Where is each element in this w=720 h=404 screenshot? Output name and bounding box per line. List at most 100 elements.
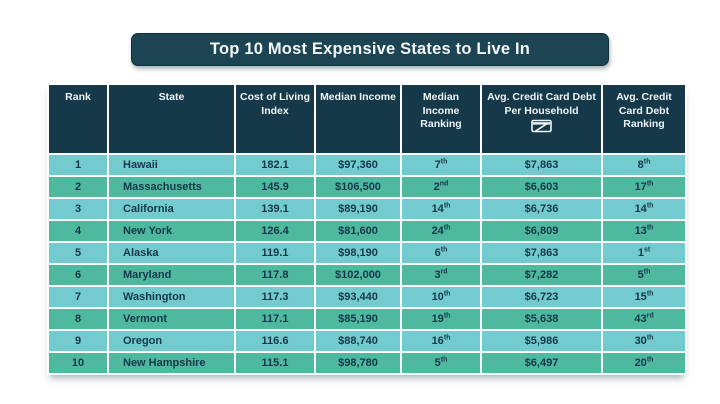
- cell-rank: 8: [49, 309, 107, 329]
- cell-cost_of_living_index: 182.1: [236, 155, 314, 175]
- column-header-rank: Rank: [49, 85, 107, 153]
- cell-rank: 1: [49, 155, 107, 175]
- cell-median_income_ranking: 3rd: [402, 265, 480, 285]
- cell-state: Oregon: [109, 331, 234, 351]
- cell-median_income: $81,600: [316, 221, 400, 241]
- cell-avg_cc_debt_ranking: 20th: [603, 353, 685, 373]
- table-row: 8 Vermont 117.1 $85,190 19th $5,638 43rd: [49, 309, 685, 329]
- cell-state: Maryland: [109, 265, 234, 285]
- ordinal-suffix: th: [646, 180, 654, 188]
- ordinal-suffix: th: [443, 202, 451, 210]
- ordinal-suffix: th: [646, 290, 654, 298]
- ordinal-suffix: th: [643, 268, 651, 276]
- cell-rank: 10: [49, 353, 107, 373]
- cell-median_income_ranking: 24th: [402, 221, 480, 241]
- cell-state: California: [109, 199, 234, 219]
- table-row: 2 Massachusetts 145.9 $106,500 2nd $6,603 17th: [49, 177, 685, 197]
- cell-median_income_ranking: 2nd: [402, 177, 480, 197]
- cell-avg_cc_debt_ranking: 30th: [603, 331, 685, 351]
- cell-median_income_ranking: 7th: [402, 155, 480, 175]
- ordinal-suffix: th: [643, 158, 651, 166]
- cell-median_income_ranking: 6th: [402, 243, 480, 263]
- column-header-label: Rank: [65, 91, 91, 103]
- column-header-median_income_ranking: Median Income Ranking: [402, 85, 480, 153]
- column-header-label: Cost of Living Index: [240, 91, 310, 117]
- cell-avg_cc_debt: $7,282: [482, 265, 601, 285]
- table-container: Rank State Cost of Living Index Median Inco…: [47, 83, 687, 375]
- header-row: Rank State Cost of Living Index Median Inco…: [49, 85, 685, 153]
- cell-avg_cc_debt_ranking: 14th: [603, 199, 685, 219]
- column-header-label: State: [158, 91, 185, 103]
- ordinal-suffix: th: [443, 334, 451, 342]
- cell-median_income: $97,360: [316, 155, 400, 175]
- ordinal-suffix: nd: [439, 180, 449, 188]
- ordinal-suffix: th: [440, 158, 448, 166]
- cell-avg_cc_debt: $6,736: [482, 199, 601, 219]
- cell-rank: 5: [49, 243, 107, 263]
- cell-median_income: $98,190: [316, 243, 400, 263]
- column-header-median_income: Median Income: [316, 85, 400, 153]
- ordinal-suffix: th: [646, 224, 654, 232]
- ordinal-suffix: rd: [646, 312, 654, 320]
- ordinal-suffix: th: [443, 224, 451, 232]
- cell-avg_cc_debt_ranking: 15th: [603, 287, 685, 307]
- cell-avg_cc_debt: $6,497: [482, 353, 601, 373]
- cell-state: New York: [109, 221, 234, 241]
- cell-cost_of_living_index: 117.3: [236, 287, 314, 307]
- table-row: 5 Alaska 119.1 $98,190 6th $7,863 1st: [49, 243, 685, 263]
- cell-median_income: $98,780: [316, 353, 400, 373]
- cell-cost_of_living_index: 116.6: [236, 331, 314, 351]
- cell-cost_of_living_index: 117.1: [236, 309, 314, 329]
- page-title: Top 10 Most Expensive States to Live In: [209, 40, 531, 58]
- cell-avg_cc_debt_ranking: 1st: [603, 243, 685, 263]
- cell-cost_of_living_index: 145.9: [236, 177, 314, 197]
- table-row: 3 California 139.1 $89,190 14th $6,736 14th: [49, 199, 685, 219]
- column-header-label: Median Income Ranking: [420, 91, 462, 131]
- cell-rank: 2: [49, 177, 107, 197]
- cell-avg_cc_debt: $6,603: [482, 177, 601, 197]
- table-row: 9 Oregon 116.6 $88,740 16th $5,986 30th: [49, 331, 685, 351]
- cell-state: Alaska: [109, 243, 234, 263]
- cell-rank: 7: [49, 287, 107, 307]
- table-row: 10 New Hampshire 115.1 $98,780 5th $6,497 20th: [49, 353, 685, 373]
- cell-cost_of_living_index: 126.4: [236, 221, 314, 241]
- cell-avg_cc_debt: $6,723: [482, 287, 601, 307]
- column-header-label: Avg. Credit Card Debt Ranking: [616, 91, 672, 131]
- cell-avg_cc_debt_ranking: 17th: [603, 177, 685, 197]
- credit-card-icon: [531, 119, 552, 133]
- cell-cost_of_living_index: 139.1: [236, 199, 314, 219]
- ordinal-suffix: th: [443, 312, 451, 320]
- cell-state: Hawaii: [109, 155, 234, 175]
- table-row: 1 Hawaii 182.1 $97,360 7th $7,863 8th: [49, 155, 685, 175]
- expensive-states-table: Rank State Cost of Living Index Median Inco…: [47, 83, 687, 375]
- cell-rank: 4: [49, 221, 107, 241]
- cell-avg_cc_debt_ranking: 5th: [603, 265, 685, 285]
- cell-median_income_ranking: 16th: [402, 331, 480, 351]
- ordinal-suffix: th: [646, 334, 654, 342]
- table-row: 6 Maryland 117.8 $102,000 3rd $7,282 5th: [49, 265, 685, 285]
- cell-median_income_ranking: 5th: [402, 353, 480, 373]
- column-header-state: State: [109, 85, 234, 153]
- cell-cost_of_living_index: 117.8: [236, 265, 314, 285]
- cell-median_income: $85,190: [316, 309, 400, 329]
- cell-median_income: $89,190: [316, 199, 400, 219]
- cell-state: New Hampshire: [109, 353, 234, 373]
- ordinal-suffix: rd: [440, 268, 448, 276]
- cell-median_income_ranking: 19th: [402, 309, 480, 329]
- cell-state: Vermont: [109, 309, 234, 329]
- title-banner: Top 10 Most Expensive States to Live In: [131, 33, 609, 66]
- cell-avg_cc_debt: $5,638: [482, 309, 601, 329]
- cell-avg_cc_debt_ranking: 13th: [603, 221, 685, 241]
- ordinal-suffix: th: [646, 202, 654, 210]
- table-body: 1 Hawaii 182.1 $97,360 7th $7,863 8th 2 Massachu…: [49, 155, 685, 373]
- ordinal-suffix: th: [440, 356, 448, 364]
- ordinal-suffix: th: [440, 246, 448, 254]
- cell-median_income: $88,740: [316, 331, 400, 351]
- column-header-avg_cc_debt_ranking: Avg. Credit Card Debt Ranking: [603, 85, 685, 153]
- column-header-label: Avg. Credit Card Debt Per Household: [487, 91, 596, 117]
- ordinal-suffix: th: [646, 356, 654, 364]
- cell-state: Washington: [109, 287, 234, 307]
- column-header-cost_of_living_index: Cost of Living Index: [236, 85, 314, 153]
- cell-avg_cc_debt: $5,986: [482, 331, 601, 351]
